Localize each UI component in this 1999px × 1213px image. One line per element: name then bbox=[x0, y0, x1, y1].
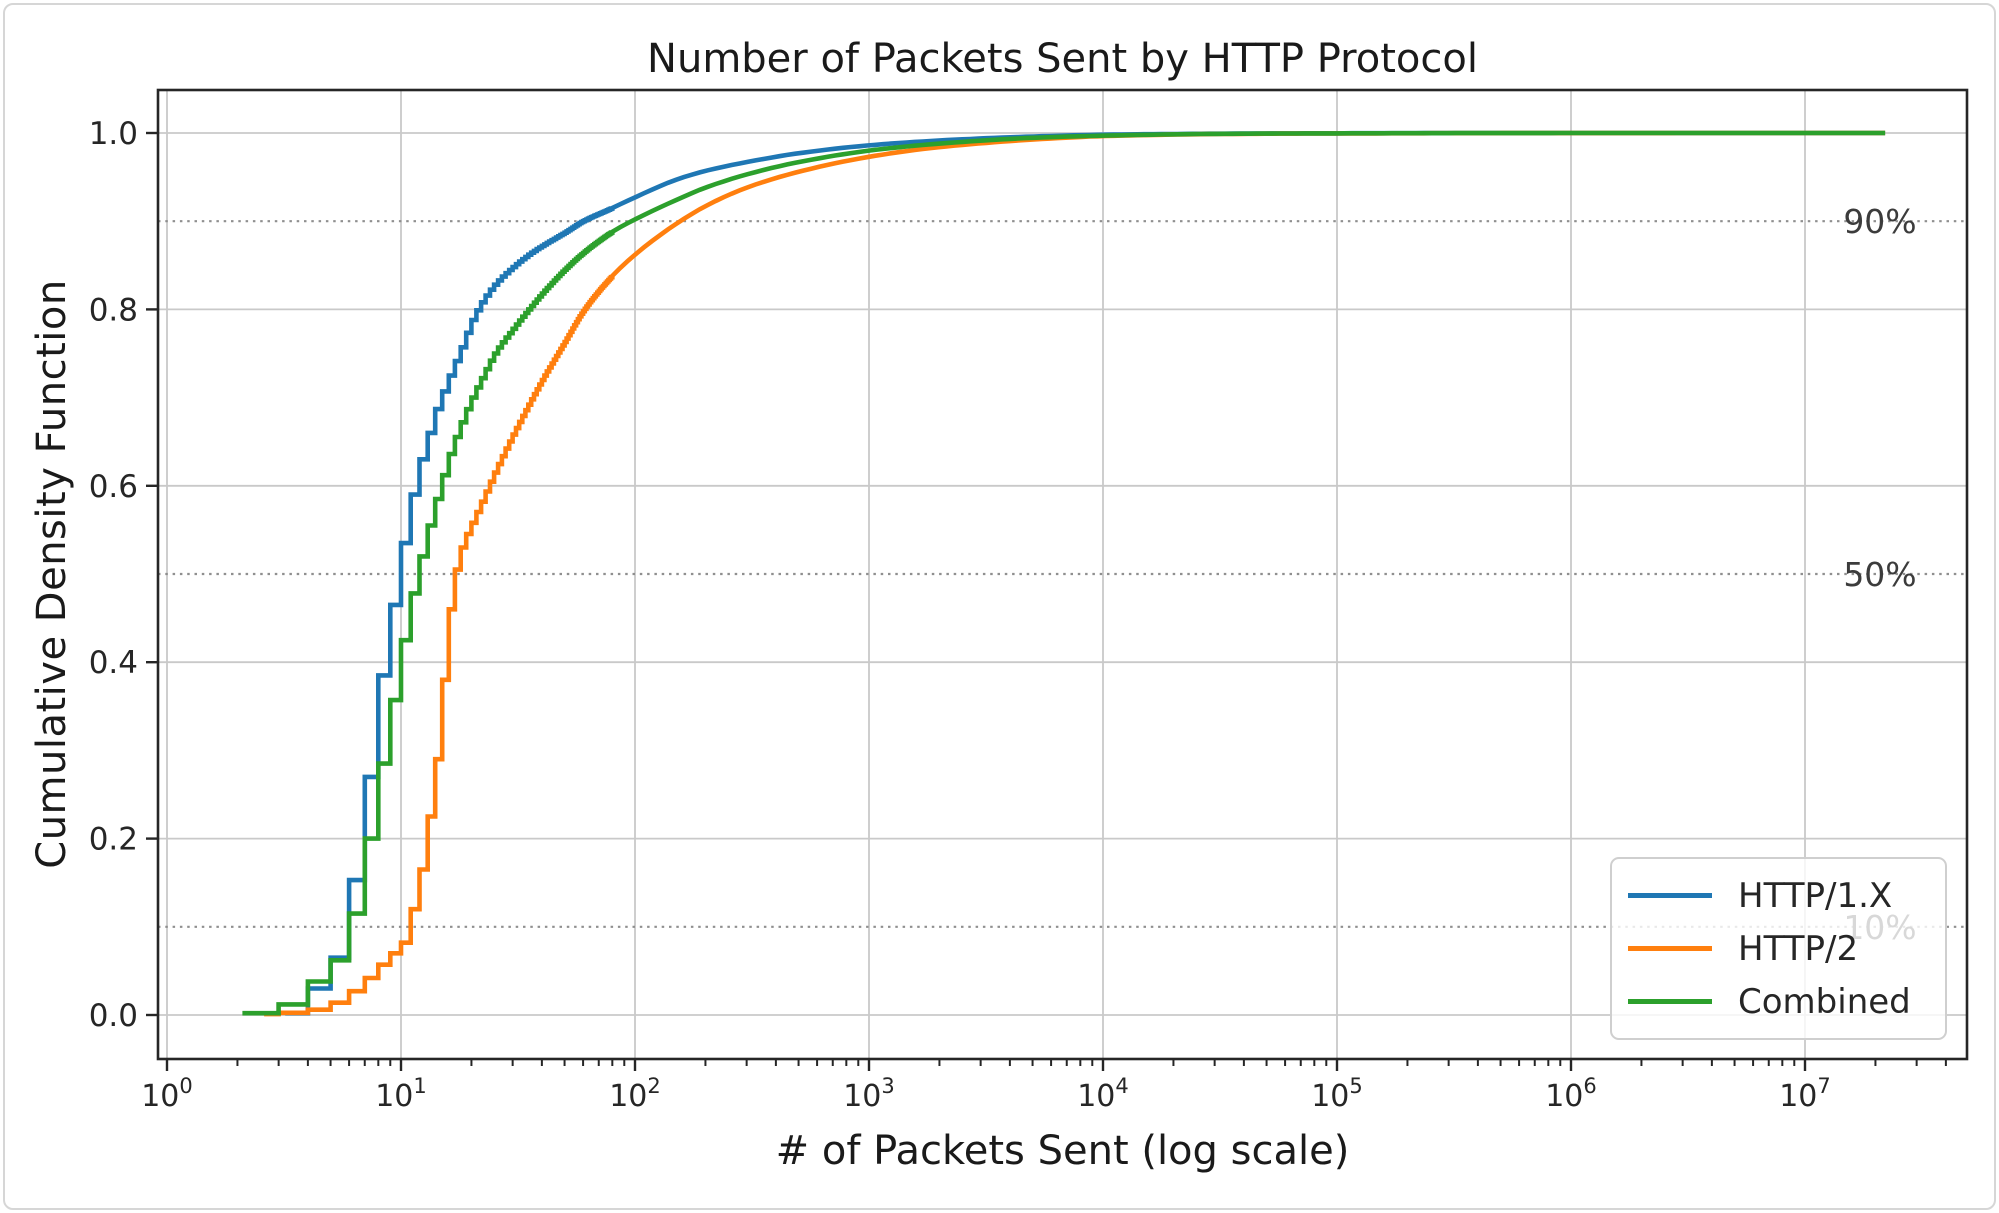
legend-line-swatch bbox=[1628, 999, 1712, 1004]
x-tick-label: 105 bbox=[1311, 1074, 1363, 1114]
legend-item-http-2: HTTP/2 bbox=[1628, 929, 1945, 969]
legend-label: HTTP/1.X bbox=[1738, 875, 1893, 916]
y-tick-label: 0.4 bbox=[89, 645, 138, 681]
legend: HTTP/1.X HTTP/2 Combined bbox=[1610, 857, 1947, 1040]
x-tick-label: 100 bbox=[141, 1074, 193, 1114]
y-tick-label: 0.0 bbox=[89, 998, 138, 1034]
legend-line-swatch bbox=[1628, 893, 1712, 898]
y-tick-label: 0.2 bbox=[89, 822, 138, 858]
legend-line-swatch bbox=[1628, 946, 1712, 951]
x-tick-label: 107 bbox=[1779, 1074, 1831, 1114]
percent-label-50%: 50% bbox=[1843, 555, 1916, 594]
cdf-curve-combined bbox=[242, 130, 1886, 1016]
y-tick-label: 0.6 bbox=[89, 469, 138, 505]
x-tick-label: 106 bbox=[1545, 1074, 1597, 1114]
x-tick-label: 101 bbox=[375, 1074, 427, 1114]
x-tick-label: 102 bbox=[609, 1074, 661, 1114]
legend-item-combined: Combined bbox=[1628, 982, 1945, 1022]
percent-label-90%: 90% bbox=[1843, 202, 1916, 241]
legend-label: HTTP/2 bbox=[1738, 928, 1859, 969]
y-tick-label: 1.0 bbox=[89, 116, 138, 152]
axes-spines bbox=[156, 88, 1969, 1061]
y-tick-label: 0.8 bbox=[89, 292, 138, 328]
x-tick-label: 103 bbox=[843, 1074, 895, 1114]
legend-item-http-1-x: HTTP/1.X bbox=[1628, 876, 1945, 916]
chart-title: Number of Packets Sent by HTTP Protocol bbox=[647, 36, 1478, 82]
x-tick-label: 104 bbox=[1077, 1074, 1129, 1114]
x-axis-label: # of Packets Sent (log scale) bbox=[775, 1128, 1350, 1174]
legend-label: Combined bbox=[1738, 981, 1911, 1022]
